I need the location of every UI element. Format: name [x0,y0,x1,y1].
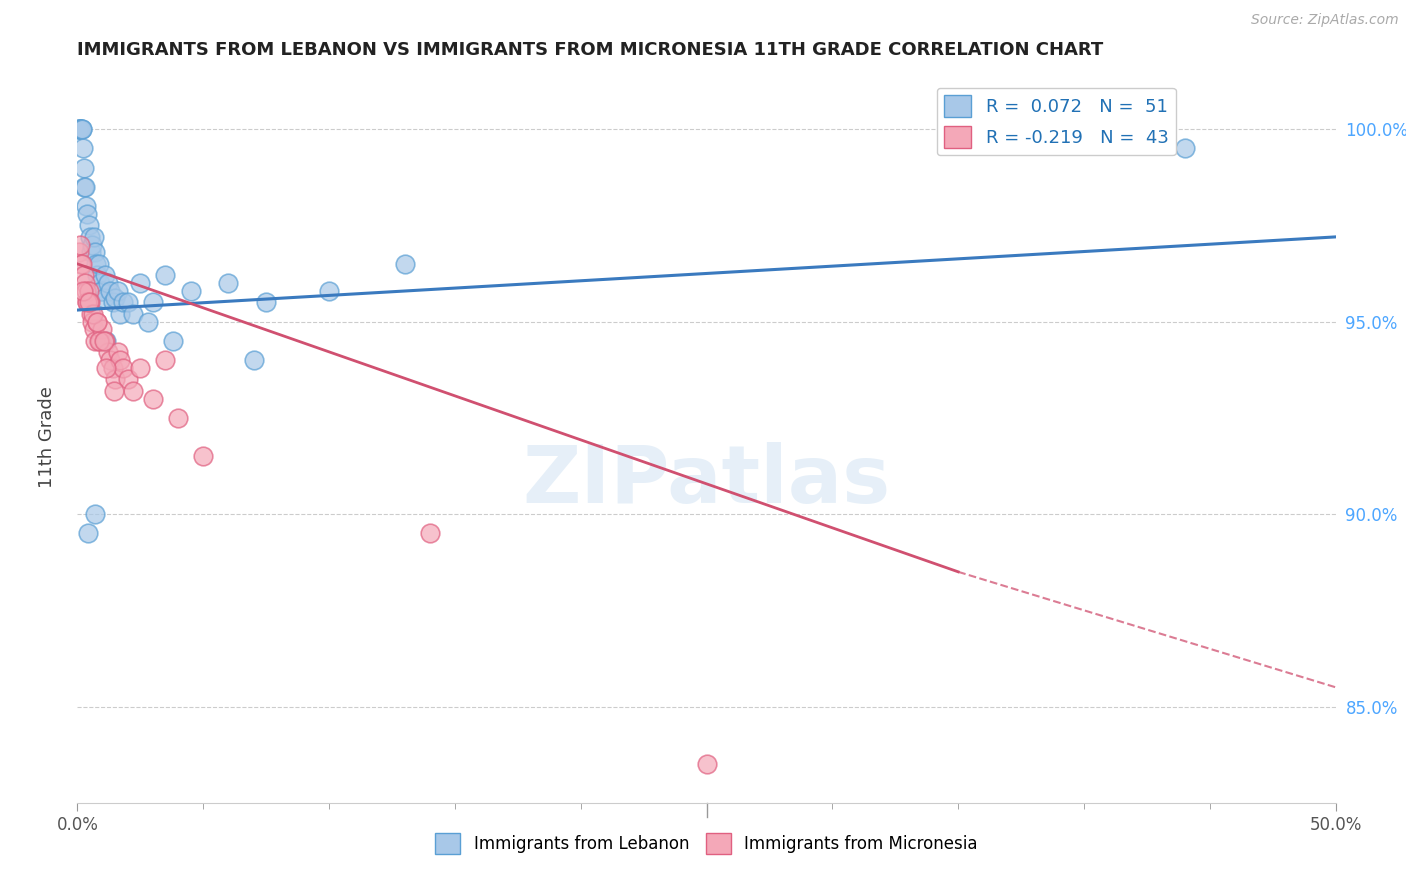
Point [84,507,107,521]
Point [72,161,94,175]
Point [72,122,94,136]
Point [101,295,124,310]
Point [82,307,104,321]
Point [117,372,139,386]
Point [91,284,114,298]
Point [129,360,152,375]
Point [242,353,264,368]
Point [77,526,100,541]
Point [70,122,93,136]
Point [80,245,103,260]
Point [91,322,114,336]
Point [86,268,108,283]
Point [73,276,96,290]
Point [83,322,105,336]
Point [217,276,239,290]
Point [142,295,165,310]
Point [167,410,190,425]
Point [83,230,105,244]
Point [67,122,90,136]
Point [419,526,441,541]
Point [82,237,104,252]
Point [72,268,94,283]
Point [136,315,159,329]
Point [84,257,107,271]
Point [86,315,108,329]
Point [111,360,134,375]
Point [104,372,127,386]
Point [254,295,277,310]
Point [76,295,98,310]
Point [94,334,117,348]
Point [87,334,110,348]
Point [108,353,131,368]
Point [191,450,215,464]
Point [73,179,96,194]
Text: Source: ZipAtlas.com: Source: ZipAtlas.com [1251,13,1399,28]
Point [84,245,107,260]
Point [79,230,101,244]
Point [155,268,177,283]
Point [73,179,96,194]
Point [696,757,718,772]
Point [96,276,118,290]
Point [76,295,98,310]
Text: ZIPatlas: ZIPatlas [523,442,890,520]
Point [84,334,107,348]
Point [75,284,97,298]
Legend: Immigrants from Lebanon, Immigrants from Micronesia: Immigrants from Lebanon, Immigrants from… [429,827,984,860]
Point [111,295,134,310]
Point [77,284,100,298]
Point [162,334,184,348]
Point [1174,141,1197,155]
Point [79,295,101,310]
Point [93,334,115,348]
Point [104,292,127,306]
Point [76,207,98,221]
Point [77,219,100,233]
Point [117,295,139,310]
Point [70,257,93,271]
Point [86,315,108,329]
Point [155,353,177,368]
Point [69,122,91,136]
Point [93,292,115,306]
Point [98,353,121,368]
Point [129,276,152,290]
Point [72,141,94,155]
Point [87,257,110,271]
Point [70,122,93,136]
Y-axis label: 11th Grade: 11th Grade [38,386,56,488]
Point [98,284,121,298]
Point [67,122,90,136]
Point [69,237,91,252]
Point [103,384,125,398]
Point [96,360,118,375]
Point [394,257,416,271]
Point [72,257,94,271]
Point [94,268,117,283]
Point [142,392,165,406]
Point [96,334,118,348]
Point [101,360,124,375]
Point [121,307,143,321]
Point [318,284,340,298]
Point [75,199,97,213]
Point [96,345,118,359]
Point [72,284,94,298]
Point [107,345,129,359]
Point [89,276,111,290]
Point [108,307,131,321]
Point [121,384,143,398]
Text: IMMIGRANTS FROM LEBANON VS IMMIGRANTS FROM MICRONESIA 11TH GRADE CORRELATION CHA: IMMIGRANTS FROM LEBANON VS IMMIGRANTS FR… [77,41,1104,59]
Point [80,307,103,321]
Point [180,284,202,298]
Point [82,315,104,329]
Point [89,334,111,348]
Point [79,295,101,310]
Point [67,245,90,260]
Point [90,284,112,298]
Point [107,284,129,298]
Point [69,122,91,136]
